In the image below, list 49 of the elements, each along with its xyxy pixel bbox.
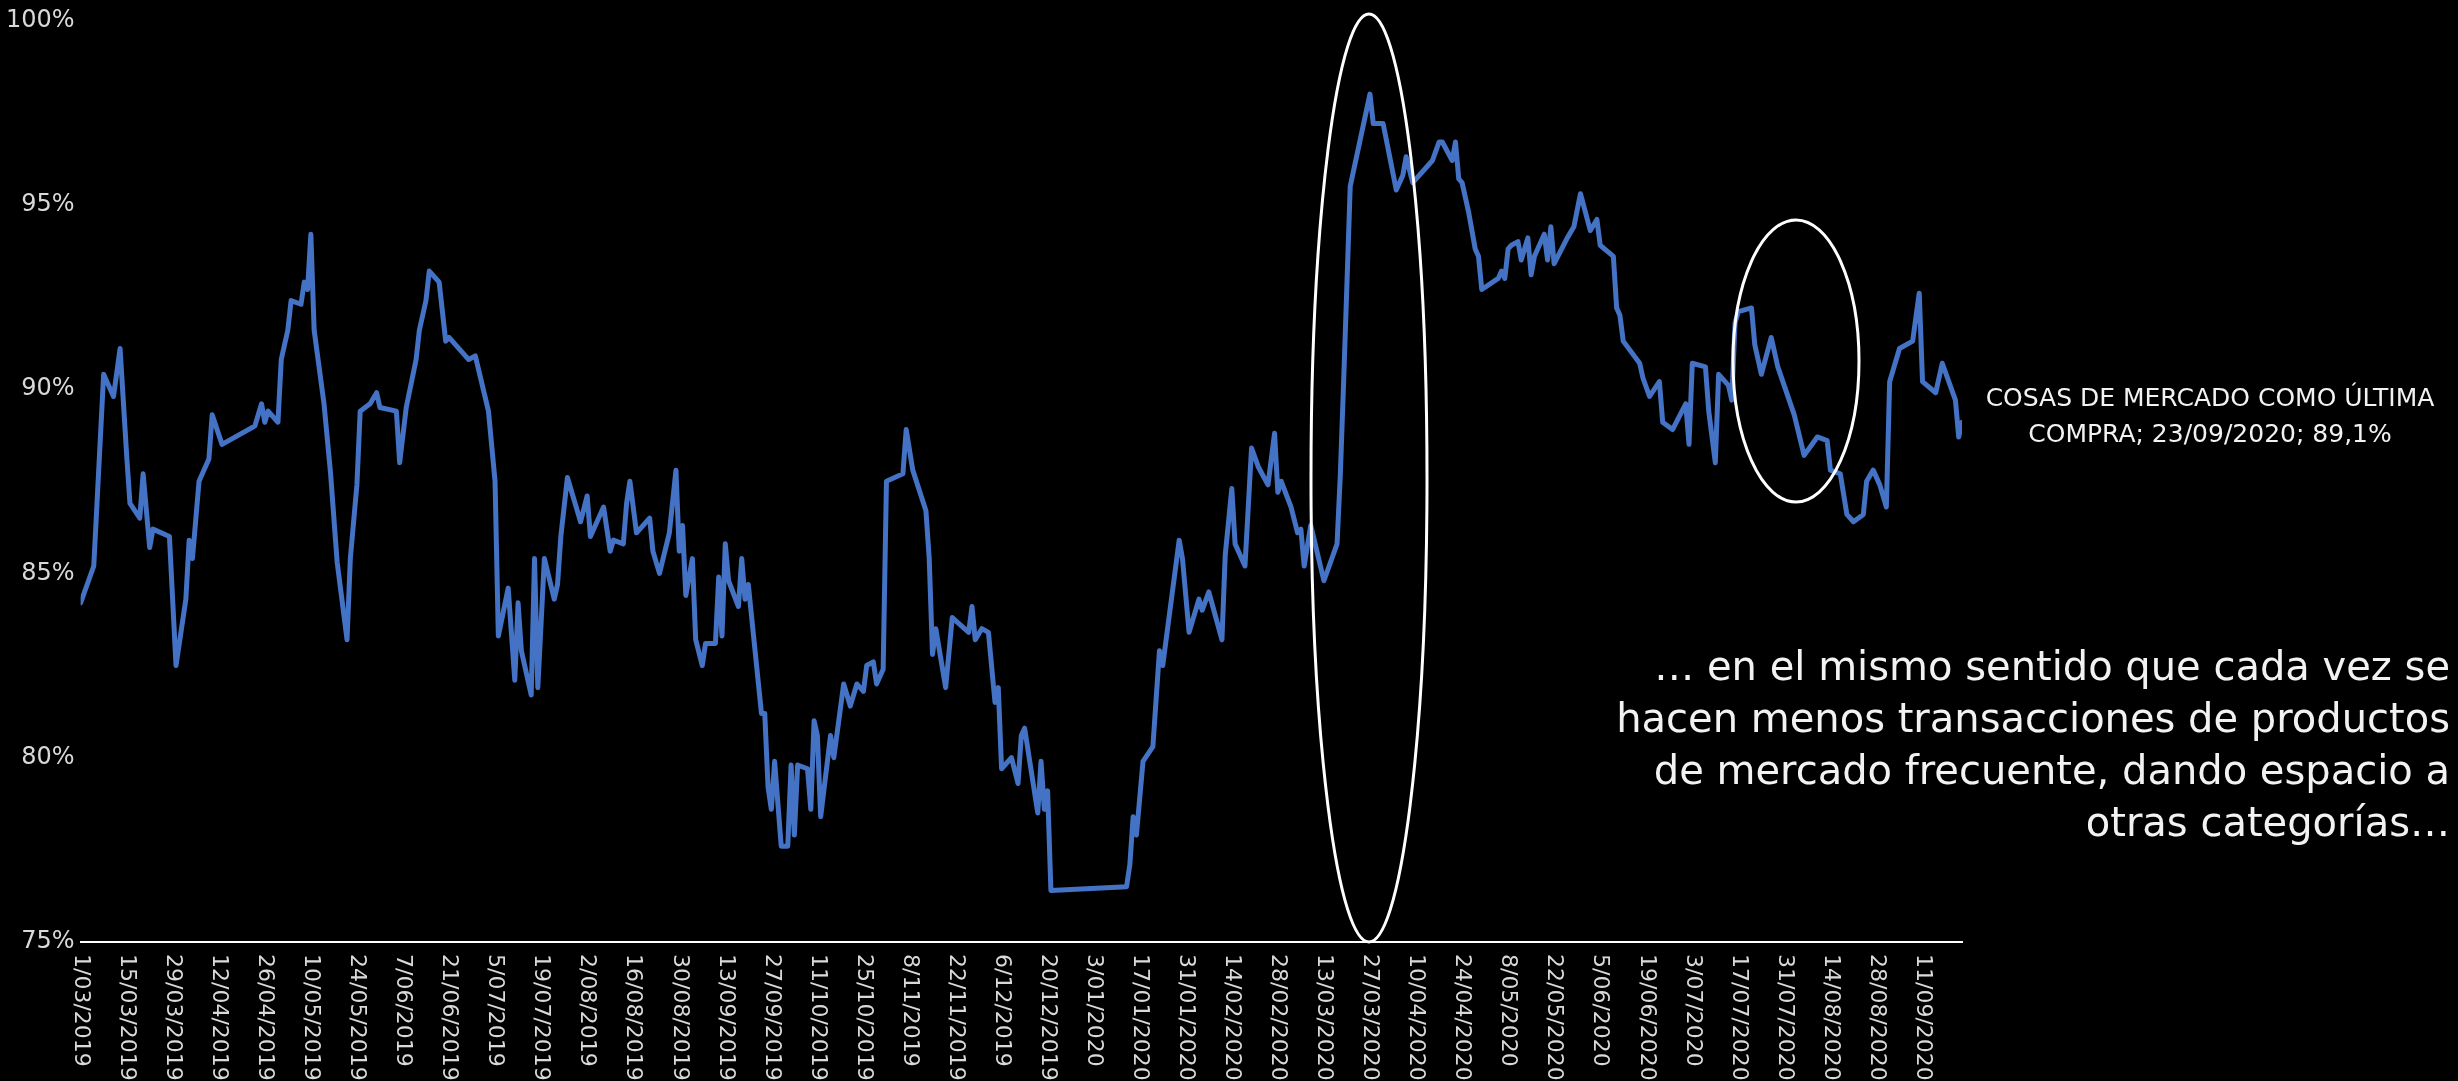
x-tick-label: 11/09/2020	[1911, 954, 1937, 1081]
x-tick-label: 15/03/2019	[115, 954, 141, 1081]
x-tick-label: 5/07/2019	[484, 954, 510, 1067]
x-tick-label: 27/09/2019	[760, 954, 786, 1081]
x-tick-label: 25/10/2019	[852, 954, 878, 1081]
x-tick-label: 16/08/2019	[622, 954, 648, 1081]
x-tick-label: 8/05/2020	[1497, 954, 1523, 1067]
x-tick-label: 31/01/2020	[1175, 954, 1201, 1081]
x-tick-label: 6/12/2019	[990, 954, 1016, 1067]
x-tick-label: 30/08/2019	[668, 954, 694, 1081]
annotation: … en el mismo sentido que cada vez se hacen menos transacciones de productos de mercado frecuente, dando espacio a otras categorías…	[1615, 642, 2450, 847]
x-tick-label: 14/02/2020	[1221, 954, 1247, 1081]
x-tick-label: 24/04/2020	[1451, 954, 1477, 1081]
y-tick-label: 80%	[21, 741, 75, 770]
x-tick-label: 22/05/2020	[1543, 954, 1569, 1081]
x-tick-label: 24/05/2019	[346, 954, 372, 1081]
x-tick-label: 5/06/2020	[1589, 954, 1615, 1067]
x-tick-label: 28/02/2020	[1267, 954, 1293, 1081]
x-tick-label: 10/05/2019	[300, 954, 326, 1081]
y-tick-label: 95%	[21, 188, 75, 217]
x-tick-label: 21/06/2019	[438, 954, 464, 1081]
y-tick-label: 100%	[5, 4, 75, 33]
y-tick-label: 75%	[21, 926, 75, 955]
x-tick-label: 8/11/2019	[898, 954, 924, 1067]
x-tick-label: 13/09/2019	[714, 954, 740, 1081]
x-tick-label: 26/04/2019	[254, 954, 280, 1081]
x-tick-label: 1/03/2019	[69, 954, 95, 1067]
y-tick-label: 90%	[21, 373, 75, 402]
y-tick-label: 85%	[21, 557, 75, 586]
x-tick-label: 22/11/2019	[944, 954, 970, 1081]
x-tick-label: 17/07/2020	[1727, 954, 1753, 1081]
x-tick-label: 19/06/2020	[1635, 954, 1661, 1081]
x-tick-label: 2/08/2019	[576, 954, 602, 1067]
x-tick-label: 29/03/2019	[161, 954, 187, 1081]
x-tick-label: 19/07/2019	[530, 954, 556, 1081]
x-tick-label: 27/03/2020	[1359, 954, 1385, 1081]
x-tick-label: 7/06/2019	[392, 954, 418, 1067]
x-tick-label: 20/12/2019	[1036, 954, 1062, 1081]
x-tick-label: 11/10/2019	[806, 954, 832, 1081]
x-tick-label: 13/03/2020	[1313, 954, 1339, 1081]
x-tick-label: 12/04/2019	[208, 954, 234, 1081]
x-tick-label: 14/08/2020	[1819, 954, 1845, 1081]
x-tick-label: 3/07/2020	[1681, 954, 1707, 1067]
x-tick-label: 28/08/2020	[1865, 954, 1891, 1081]
x-tick-label: 3/01/2020	[1082, 954, 1108, 1067]
x-tick-label: 31/07/2020	[1773, 954, 1799, 1081]
x-tick-label: 17/01/2020	[1129, 954, 1154, 1081]
annotation: COSAS DE MERCADO COMO ÚLTIMA COMPRA; 23/09/2020; 89,1%	[1984, 381, 2436, 451]
x-tick-label: 10/04/2020	[1405, 954, 1431, 1081]
